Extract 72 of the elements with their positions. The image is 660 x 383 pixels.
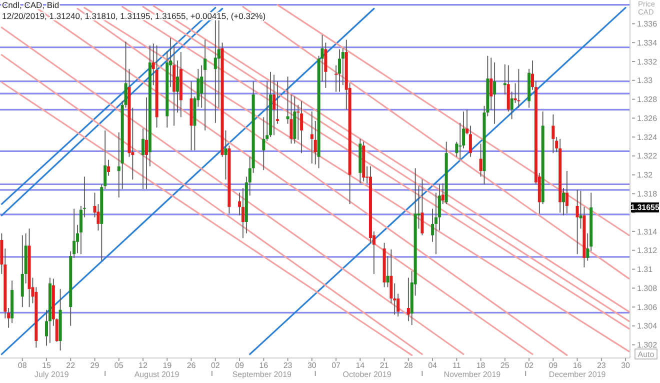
text: October 2019 bbox=[342, 370, 392, 379]
y-tick-label: 1.336 bbox=[637, 20, 658, 29]
text: July 2019 bbox=[34, 370, 70, 379]
text: August 2019 bbox=[134, 370, 180, 379]
candlestick bbox=[310, 111, 314, 164]
y-tick-label: 1.306 bbox=[637, 302, 658, 312]
x-tick-label: 08 bbox=[18, 361, 28, 370]
x-tick-label: 19 bbox=[162, 361, 172, 370]
candlestick bbox=[468, 125, 472, 158]
candlestick bbox=[552, 114, 555, 154]
candlestick bbox=[338, 48, 341, 92]
x-tick-label: 09 bbox=[548, 361, 558, 370]
candlestick bbox=[386, 256, 390, 288]
x-tick-label: 16 bbox=[259, 361, 269, 370]
candlestick bbox=[493, 62, 496, 124]
x-tick-label: 05 bbox=[114, 361, 124, 370]
candlestick bbox=[420, 179, 424, 236]
x-tick-label: 23 bbox=[283, 361, 293, 370]
x-tick-label: 26 bbox=[186, 361, 196, 370]
x-tick-label: 21 bbox=[380, 361, 390, 370]
y-tick-label: 1.326 bbox=[637, 114, 658, 123]
candlestick bbox=[107, 159, 110, 176]
x-tick-label: 14 bbox=[356, 361, 366, 370]
y-tick-label: 1.304 bbox=[637, 322, 658, 331]
x-tick-label: 02 bbox=[524, 361, 534, 370]
candlestick bbox=[241, 188, 244, 239]
candlestick bbox=[20, 234, 24, 308]
candlestick bbox=[224, 130, 228, 180]
y-tick-label: 1.334 bbox=[637, 38, 658, 48]
text: December 2019 bbox=[548, 370, 606, 379]
x-tick-label: 02 bbox=[210, 361, 220, 370]
candlestick bbox=[479, 143, 482, 178]
x-tick-label: 23 bbox=[596, 361, 606, 370]
x-tick-label: 22 bbox=[66, 361, 76, 370]
candlestick bbox=[300, 100, 304, 154]
candlestick bbox=[204, 39, 207, 131]
x-tick-label: 04 bbox=[428, 361, 438, 370]
candlestick bbox=[565, 170, 568, 214]
candlestick bbox=[576, 189, 579, 255]
x-tick-label: 30 bbox=[307, 361, 317, 370]
y-tick-label: 1.308 bbox=[637, 284, 658, 293]
y-tick-label: 1.322 bbox=[637, 152, 658, 161]
chart-title: Cndl, CAD, Bid bbox=[2, 0, 60, 10]
candlestick bbox=[562, 188, 566, 216]
text: November 2019 bbox=[444, 370, 502, 379]
y-tick-label: 1.332 bbox=[637, 57, 658, 66]
y-tick-label: 1.328 bbox=[637, 95, 658, 104]
candlestick bbox=[517, 68, 520, 108]
y-tick-label: 1.302 bbox=[637, 340, 658, 350]
x-tick-label: 25 bbox=[500, 361, 510, 370]
x-tick-label: 12 bbox=[138, 361, 148, 370]
y-tick-label: 1.31 bbox=[637, 265, 654, 274]
candlestick bbox=[272, 74, 276, 136]
y-tick-label: 1.32 bbox=[637, 170, 654, 180]
x-tick-label: 28 bbox=[404, 361, 414, 370]
x-tick-label: 30 bbox=[621, 361, 631, 370]
x-tick-label: 18 bbox=[476, 361, 486, 370]
x-tick-label: 16 bbox=[572, 361, 582, 370]
text: Auto bbox=[638, 350, 655, 359]
x-tick-label: 09 bbox=[235, 361, 245, 370]
y-tick-label: 1.312 bbox=[637, 246, 658, 256]
y-tick-label: 1.318 bbox=[637, 189, 658, 198]
candlestick bbox=[176, 60, 179, 113]
x-tick-label: 29 bbox=[90, 361, 100, 370]
annotation: 1.31655 bbox=[630, 203, 660, 212]
text: September 2019 bbox=[232, 370, 292, 379]
x-tick-label: 15 bbox=[42, 361, 52, 370]
y-tick-label: 1.324 bbox=[637, 132, 658, 142]
x-tick-label: 11 bbox=[452, 361, 462, 370]
y-tick-label: 1.33 bbox=[637, 76, 654, 86]
x-tick-label: 07 bbox=[332, 361, 342, 370]
y-tick-label: 1.314 bbox=[637, 227, 658, 236]
